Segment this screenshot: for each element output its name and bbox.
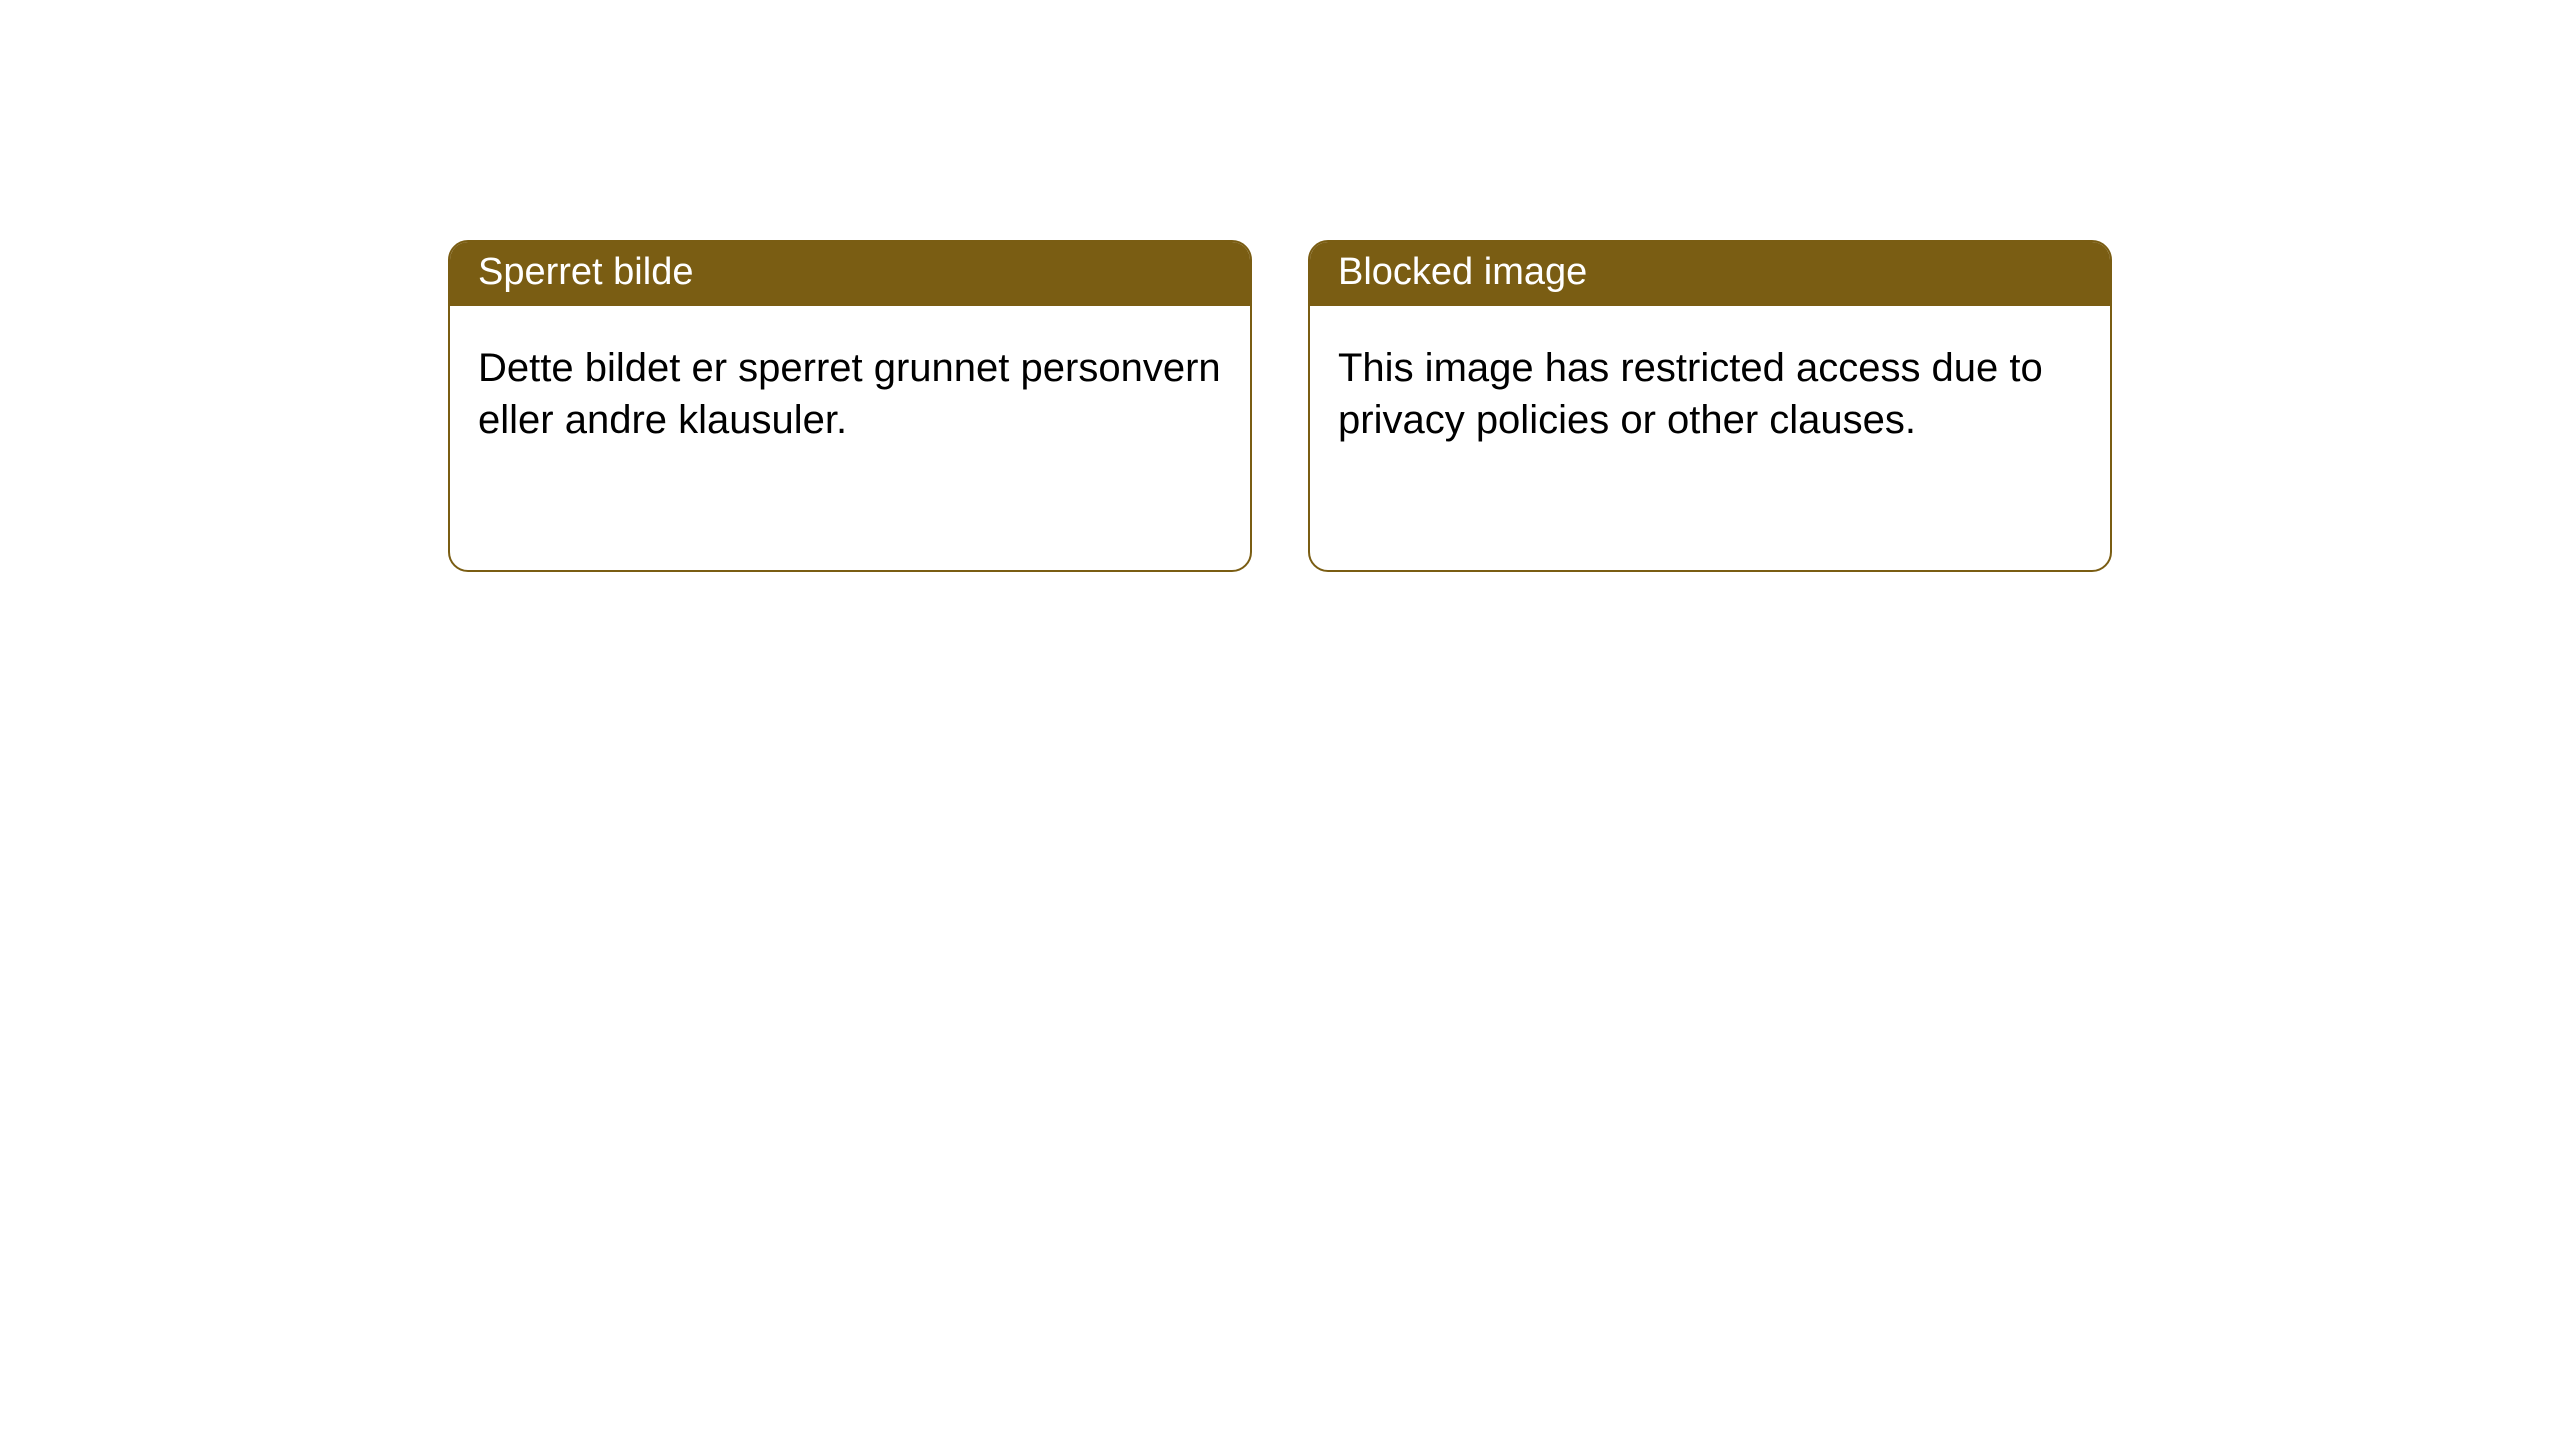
- notice-card-header: Blocked image: [1310, 242, 2110, 306]
- notice-card-body: Dette bildet er sperret grunnet personve…: [450, 306, 1250, 474]
- notice-card-english: Blocked image This image has restricted …: [1308, 240, 2112, 572]
- notice-cards-row: Sperret bilde Dette bildet er sperret gr…: [0, 0, 2560, 572]
- notice-card-body: This image has restricted access due to …: [1310, 306, 2110, 474]
- notice-card-norwegian: Sperret bilde Dette bildet er sperret gr…: [448, 240, 1252, 572]
- notice-card-header: Sperret bilde: [450, 242, 1250, 306]
